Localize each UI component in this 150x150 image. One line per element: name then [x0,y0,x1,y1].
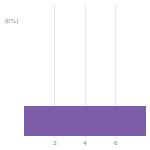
Bar [24,106,146,136]
